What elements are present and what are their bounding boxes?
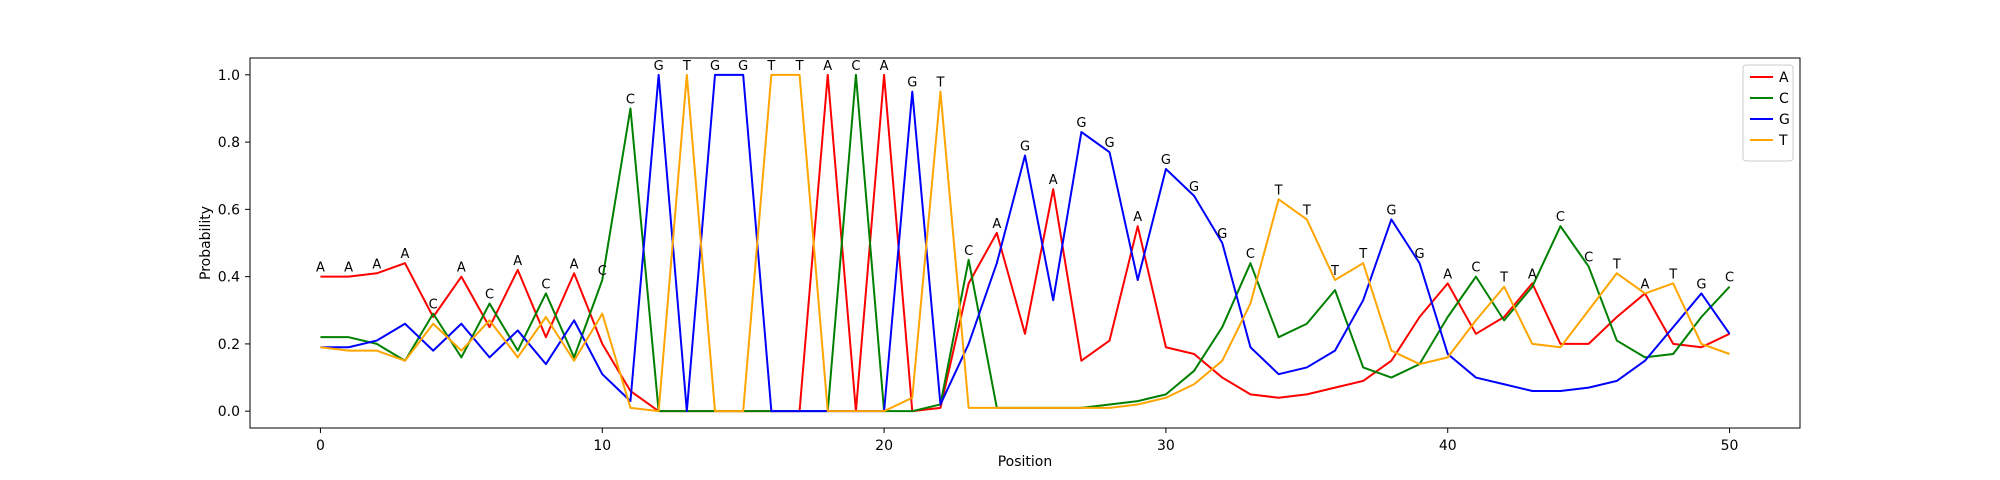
x-axis: 0 10 20 30 40 50 (316, 428, 1738, 454)
peak-label: T (1330, 264, 1339, 279)
peak-label: A (457, 261, 466, 276)
peak-label: C (1246, 247, 1255, 262)
peak-label: T (1358, 247, 1367, 262)
peak-label: G (1696, 277, 1706, 292)
annotation-layer: A A A A C A C A C A C C G T G G T T A C A G T C A G A G G A G G G C T T T T G G… (316, 59, 1734, 313)
peak-label: A (344, 261, 353, 276)
peak-label: G (1217, 227, 1227, 242)
peak-label: T (682, 59, 691, 74)
peak-label: T (766, 59, 775, 74)
x-tick-label: 10 (593, 438, 611, 454)
y-tick-label: 0.6 (218, 202, 240, 218)
legend-label-t: T (1778, 133, 1788, 149)
peak-label: C (626, 92, 635, 107)
peak-label: G (1386, 203, 1396, 218)
y-tick-label: 0.8 (218, 135, 240, 151)
peak-label: C (598, 264, 607, 279)
peak-label: A (992, 217, 1001, 232)
x-tick-label: 0 (316, 438, 325, 454)
peak-label: G (1161, 153, 1171, 168)
peak-label: T (1612, 257, 1621, 272)
y-tick-label: 1.0 (218, 68, 240, 84)
peak-label: A (1641, 277, 1650, 292)
series-layer (320, 73, 1731, 413)
peak-label: G (710, 59, 720, 74)
legend-label-c: C (1779, 91, 1789, 107)
y-tick-label: 0.2 (218, 337, 240, 353)
peak-label: A (823, 59, 832, 74)
plot-area-frame (249, 57, 1801, 429)
peak-label: A (513, 254, 522, 269)
peak-label: C (429, 298, 438, 313)
legend-label-a: A (1779, 70, 1789, 86)
series-line-c (320, 73, 1731, 413)
peak-label: A (372, 257, 381, 272)
peak-label: T (1499, 271, 1508, 286)
peak-label: C (541, 277, 550, 292)
peak-label: G (738, 59, 748, 74)
x-tick-label: 20 (875, 438, 893, 454)
peak-label: G (654, 59, 664, 74)
peak-label: A (880, 59, 889, 74)
peak-label: A (316, 261, 325, 276)
peak-label: A (570, 257, 579, 272)
peak-label: C (1725, 271, 1734, 286)
peak-label: A (1133, 210, 1142, 225)
peak-label: T (1668, 267, 1677, 282)
x-tick-label: 30 (1157, 438, 1175, 454)
y-axis-label: Probability (198, 206, 214, 280)
series-line-a (320, 73, 1730, 413)
legend-box (1742, 64, 1794, 162)
peak-label: A (1528, 267, 1537, 282)
y-axis: 0.0 0.2 0.4 0.6 0.8 1.0 (218, 68, 250, 420)
peak-label: A (401, 247, 410, 262)
peak-label: C (485, 288, 494, 303)
peak-label: G (907, 76, 917, 91)
x-tick-label: 40 (1439, 438, 1457, 454)
peak-label: A (1443, 267, 1452, 282)
peak-label: T (935, 76, 944, 91)
peak-label: T (1274, 183, 1283, 198)
peak-label: C (1471, 261, 1480, 276)
peak-label: G (1020, 140, 1030, 155)
peak-label: T (1302, 203, 1311, 218)
peak-label: G (1415, 247, 1425, 262)
peak-label: A (1049, 173, 1058, 188)
peak-label: C (851, 59, 860, 74)
peak-label: G (1189, 180, 1199, 195)
peak-label: C (1584, 251, 1593, 266)
x-axis-label: Position (998, 454, 1053, 470)
series-line-t (320, 73, 1730, 413)
peak-label: G (1076, 116, 1086, 131)
peak-label: C (964, 244, 973, 259)
peak-label: T (795, 59, 804, 74)
y-tick-label: 0.0 (218, 404, 240, 420)
legend-label-g: G (1779, 112, 1790, 128)
x-tick-label: 50 (1721, 438, 1739, 454)
peak-label: C (1556, 210, 1565, 225)
y-tick-label: 0.4 (218, 270, 240, 286)
peak-label: G (1105, 136, 1115, 151)
series-line-g (320, 73, 1731, 413)
